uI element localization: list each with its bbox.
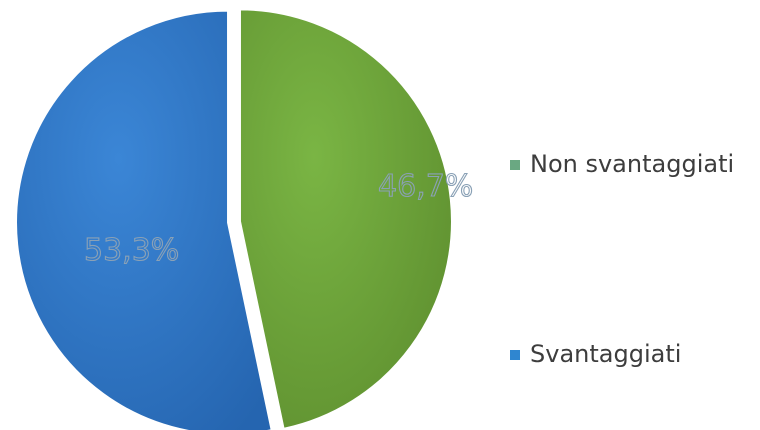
- legend-label: Non svantaggiati: [530, 150, 734, 178]
- legend: Non svantaggiati Svantaggiati: [510, 150, 734, 368]
- legend-swatch: [510, 160, 520, 170]
- slice-value-label: 53,3%: [84, 233, 179, 268]
- slice-value-label: 46,7%: [378, 169, 473, 204]
- pie-slices: [15, 8, 453, 430]
- pie-value-labels: 46,7% 53,3%: [83, 168, 473, 268]
- pie-slice-svantaggiati: [15, 9, 273, 430]
- legend-label: Svantaggiati: [530, 340, 681, 368]
- legend-swatch: [510, 350, 520, 360]
- pie-slice-non-svantaggiati: [238, 8, 453, 430]
